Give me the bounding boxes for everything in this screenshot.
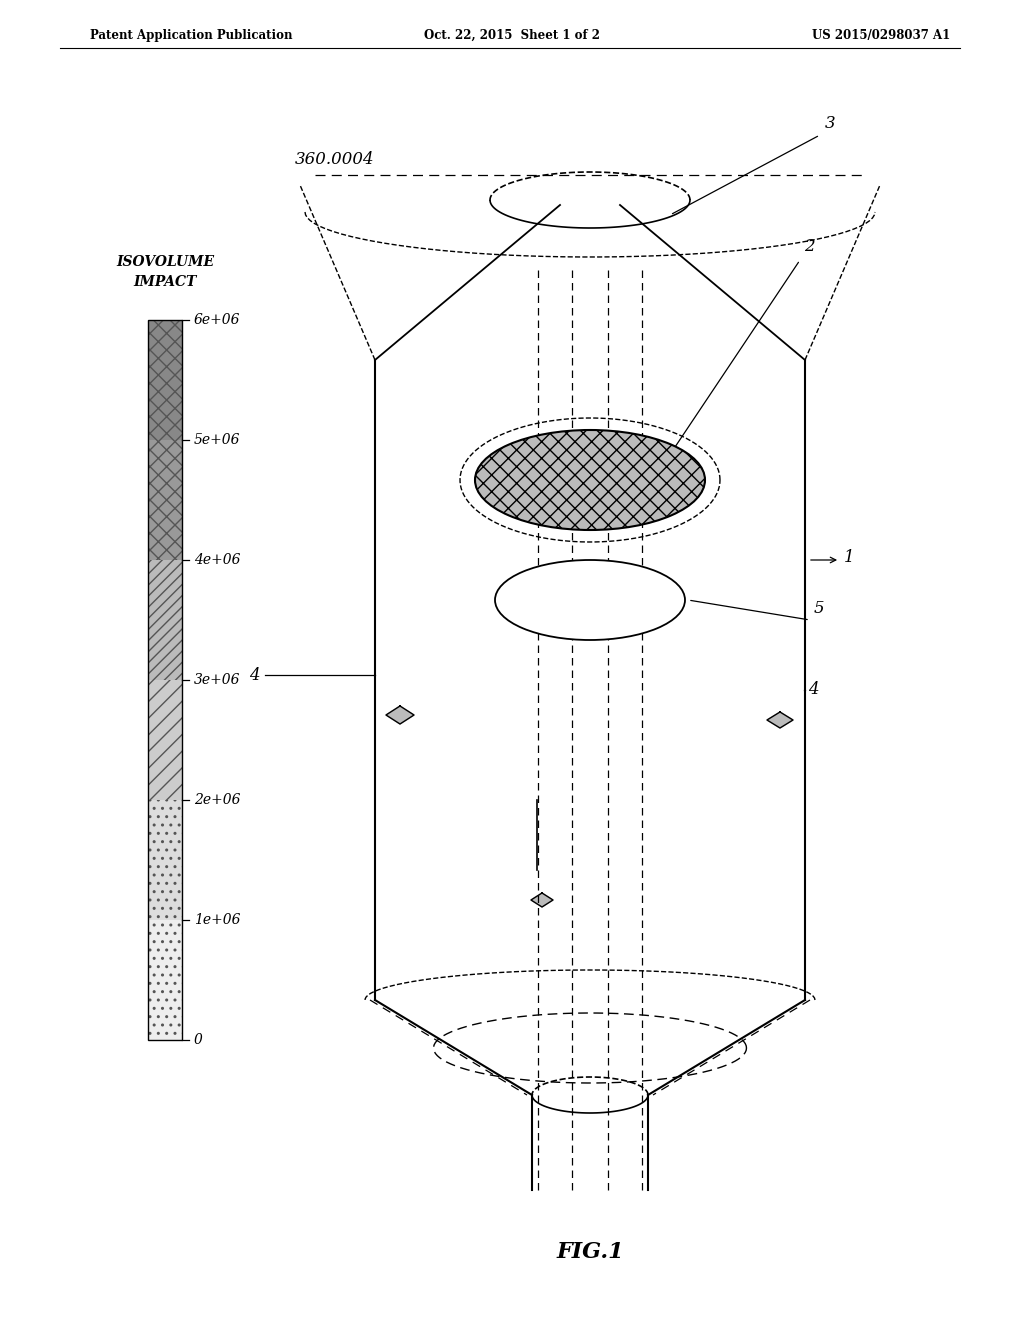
Text: 1e+06: 1e+06 [194, 913, 241, 927]
Bar [148, 319, 182, 440]
Bar [148, 560, 182, 680]
Text: IMPACT: IMPACT [133, 275, 197, 289]
Text: 4: 4 [808, 681, 818, 698]
Text: ISOVOLUME: ISOVOLUME [116, 255, 214, 269]
Bar [148, 319, 182, 1040]
Bar [148, 800, 182, 920]
Text: Oct. 22, 2015  Sheet 1 of 2: Oct. 22, 2015 Sheet 1 of 2 [424, 29, 600, 41]
Polygon shape [386, 706, 414, 723]
Text: 4: 4 [250, 667, 260, 684]
Text: 6e+06: 6e+06 [194, 313, 241, 327]
Bar [148, 440, 182, 560]
Text: 3e+06: 3e+06 [194, 673, 241, 686]
Text: Patent Application Publication: Patent Application Publication [90, 29, 293, 41]
Text: 360.0004: 360.0004 [295, 152, 375, 169]
Text: FIG.1: FIG.1 [556, 1241, 624, 1263]
Bar [148, 680, 182, 800]
Text: 4e+06: 4e+06 [194, 553, 241, 568]
Text: 2e+06: 2e+06 [194, 793, 241, 807]
Polygon shape [531, 894, 553, 907]
Bar [148, 920, 182, 1040]
Text: 0: 0 [194, 1034, 203, 1047]
Text: 1: 1 [844, 549, 855, 566]
Ellipse shape [475, 430, 705, 531]
Text: 3: 3 [825, 115, 836, 132]
Text: 5: 5 [814, 601, 824, 616]
Ellipse shape [495, 560, 685, 640]
Text: 2: 2 [804, 238, 815, 255]
Text: 5e+06: 5e+06 [194, 433, 241, 447]
Text: US 2015/0298037 A1: US 2015/0298037 A1 [812, 29, 950, 41]
Polygon shape [767, 711, 793, 729]
